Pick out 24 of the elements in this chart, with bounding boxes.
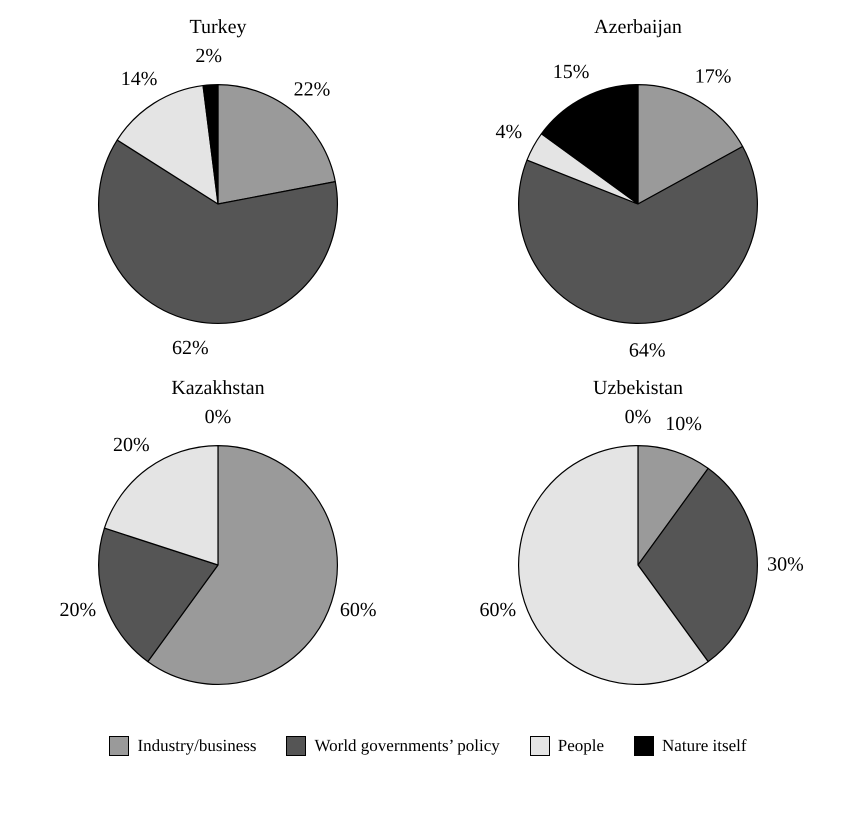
chart-title: Kazakhstan (171, 377, 265, 400)
legend-label: Industry/business (137, 736, 256, 756)
data-label: 30% (767, 553, 804, 576)
data-label: 10% (665, 413, 702, 436)
data-label: 4% (495, 121, 522, 144)
data-label: 22% (294, 78, 330, 101)
data-label: 62% (172, 337, 209, 360)
legend-label: Nature itself (662, 736, 747, 756)
data-label: 17% (694, 65, 732, 88)
data-label: 20% (59, 598, 96, 621)
data-label: 2% (195, 45, 222, 68)
data-label: 60% (479, 598, 516, 621)
data-label: 60% (340, 598, 377, 621)
data-label: 64% (628, 339, 666, 362)
legend-label: World governments’ policy (314, 736, 500, 756)
chart-title: Uzbekistan (593, 377, 683, 400)
data-label: 15% (552, 60, 590, 83)
text: 0% (624, 406, 652, 428)
data-label: 14% (120, 68, 158, 90)
data-label: 20% (113, 434, 150, 456)
legend-label: People (558, 736, 604, 756)
chart-title: Turkey (189, 16, 247, 39)
chart-title: Azerbaijan (594, 16, 682, 39)
text: 0% (204, 406, 232, 428)
